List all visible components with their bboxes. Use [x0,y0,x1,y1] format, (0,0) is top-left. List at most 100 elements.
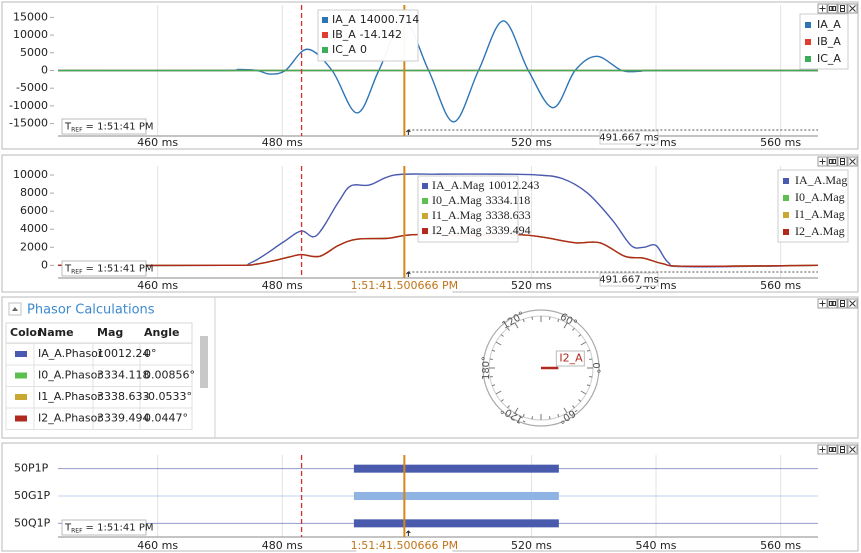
delta-box [599,130,659,145]
tref-symbol: T [64,523,72,534]
tref-value: = 1:51:41 PM [86,122,154,133]
channel-label: 50G1P [14,489,51,502]
phasor-name: I0_A.Phasor [38,369,102,382]
degree-tick [578,334,582,337]
readout-value: 14000.714 [360,13,420,26]
toolbar-icon [829,159,836,164]
cursor-readout [317,9,419,62]
readout-value: 10012.243 [488,178,539,192]
toolbar-icon [829,447,836,452]
readout-entry: I0_A.Mag 3334.118 [432,193,530,207]
readout-swatch [322,17,328,23]
tref-subscript: REF [71,126,83,133]
degree-tick [557,413,560,418]
degree-tick [578,399,582,402]
delta-label: 491.667 ms [599,133,658,144]
degree-tick [507,405,510,409]
degree-tick [491,349,496,352]
degree-tick [522,413,525,418]
phasor-label: I2_A [559,352,583,365]
angle-label: 180° [481,356,492,380]
x-tick-label: 520 ms [511,279,552,292]
cursor-time-bg [356,279,453,293]
tref-box [61,260,147,277]
legend-label: I0_A.Mag [795,190,845,204]
tref-value: = 1:51:41 PM [86,264,154,275]
channel-label: 50Q1P [14,516,51,529]
channel-active [353,492,559,500]
panel-frame [1,1,859,150]
degree-tick [563,407,568,414]
y-tick-label: 15000 [13,10,48,23]
readout-value: 0 [360,43,367,56]
column-header: Mag [97,326,123,339]
readout-name: I0_A.Mag [432,193,482,207]
degree-tick [589,358,593,360]
x-tick-label: 560 ms [760,539,801,552]
y-tick-label: 2000 [20,240,48,253]
readout-value: 3338.633 [486,208,531,222]
channel-label: 50P1P [14,462,49,475]
cursor-handle [406,271,411,277]
readout-entry: IC_A 0 [332,43,367,56]
legend-swatch [783,229,789,235]
degree-tick [522,318,525,323]
readout-swatch [422,198,428,204]
readout-swatch [322,47,328,53]
degree-tick [495,341,502,346]
toolbar-icon [840,158,845,165]
x-tick-label: 460 ms [137,136,178,149]
scrollbar[interactable] [200,336,208,388]
y-tick-label: 0 [41,258,48,271]
degree-tick [500,334,504,337]
degree-tick [580,390,587,395]
readout-name: I2_A.Mag [432,223,482,237]
degree-tick [514,407,519,414]
x-tick-label: 460 ms [137,539,178,552]
legend-label: IA_A.Mag [795,173,847,187]
degree-tick [507,327,510,331]
legend-label: IB_A [817,35,841,48]
degree-tick [589,376,593,378]
tref-symbol: T [64,122,72,133]
cursor-time: 1:51:41.500666 PM [351,539,459,552]
readout-entry: I1_A.Mag 3338.633 [432,208,531,222]
degree-tick [563,322,568,329]
tref-label: TREF = 1:51:41 PM [64,264,153,276]
degree-tick [557,318,560,323]
channel-active [353,464,559,473]
degree-tick [491,384,496,387]
x-tick-label: 520 ms [511,136,552,149]
series-line [57,20,819,123]
toolbar-icon [819,5,826,12]
y-tick-label: 6000 [20,204,48,217]
channel-active [353,519,559,528]
degree-tick [531,316,533,320]
legend-swatch [805,56,811,62]
x-tick-label: 480 ms [262,279,303,292]
y-tick-label: 10000 [13,168,48,181]
degree-tick [489,358,493,360]
readout-name: IB_A [332,28,356,41]
phasor-mag: 10012.24 [97,347,150,360]
cursor-handle [406,129,411,135]
toolbar-icon [849,300,856,307]
readout-entry: IB_A -14.142 [332,28,402,41]
toolbar-icon [819,300,826,307]
readout-swatch [422,183,428,189]
y-tick-label: 5000 [20,46,48,59]
phasor-angle: 0.0447° [144,412,188,425]
cursor-handle [406,530,411,536]
y-tick-label: 0 [41,64,48,77]
degree-tick [580,341,587,346]
x-tick-label: 480 ms [262,539,303,552]
degree-tick [514,322,519,329]
legend-label: I1_A.Mag [795,207,845,221]
cursor-time-bg [356,539,453,553]
angle-label: 0° [590,362,601,373]
cursor-time: 1:51:41.500666 PM [351,279,459,292]
phasor-angle: -0.0533° [144,390,192,403]
readout-name: IC_A [332,43,356,56]
x-tick-label: 540 ms [636,539,677,552]
